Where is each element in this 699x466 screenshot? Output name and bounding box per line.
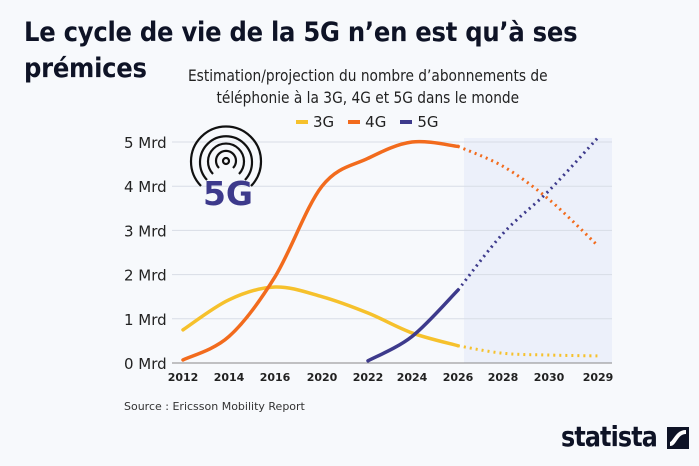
x-tick-label: 2026: [443, 371, 474, 384]
x-tick-label: 2030: [534, 371, 565, 384]
legend-swatch: [296, 120, 308, 124]
statista-logo: statista: [561, 420, 658, 453]
title-line-2: prémices: [24, 53, 147, 84]
x-tick-label: 2020: [307, 371, 338, 384]
legend-item-5g: 5G: [400, 113, 439, 131]
y-tick-label: 5 Mrd: [124, 134, 167, 152]
legend-label: 5G: [417, 113, 439, 131]
title-line-1: Le cycle de vie de la 5G n’en est qu’à s…: [24, 17, 578, 48]
y-tick-label: 1 Mrd: [124, 311, 167, 329]
series-3g-projection-line: [457, 344, 599, 358]
source-note: Source : Ericsson Mobility Report: [124, 400, 305, 413]
x-tick-label: 2016: [260, 371, 291, 384]
badge-5g-label: 5G: [203, 174, 253, 213]
x-tick-label: 2024: [397, 371, 428, 384]
signal-broadcast-icon: [189, 125, 263, 187]
series-3g-line: [181, 285, 460, 348]
statista-logo-mark-icon: [667, 427, 689, 449]
subtitle: Estimation/projection du nombre d’abonne…: [187, 66, 548, 107]
series-5g-line: [366, 288, 460, 363]
page-title: Le cycle de vie de la 5G n’en est qu’à s…: [24, 15, 578, 87]
x-tick-label: 2028: [488, 371, 519, 384]
legend-label: 3G: [313, 113, 335, 131]
legend-swatch: [400, 120, 413, 124]
legend-item-4g: 4G: [348, 113, 386, 131]
legend-label: 4G: [365, 113, 387, 131]
y-tick-label: 4 Mrd: [124, 178, 167, 196]
x-tick-label: 2029: [583, 371, 614, 384]
y-tick-label: 3 Mrd: [124, 222, 167, 240]
y-tick-label: 0 Mrd: [124, 355, 167, 373]
x-tick-label: 2022: [353, 371, 384, 384]
x-tick-label: 2014: [214, 371, 245, 384]
legend-swatch: [348, 120, 361, 124]
legend: 3G 4G 5G: [296, 113, 439, 131]
forecast-region: [464, 138, 612, 363]
x-tick-label: 2012: [168, 371, 199, 384]
legend-item-3g: 3G: [296, 113, 334, 131]
series-5g-projection-line: [456, 136, 600, 292]
y-tick-label: 2 Mrd: [124, 267, 167, 285]
